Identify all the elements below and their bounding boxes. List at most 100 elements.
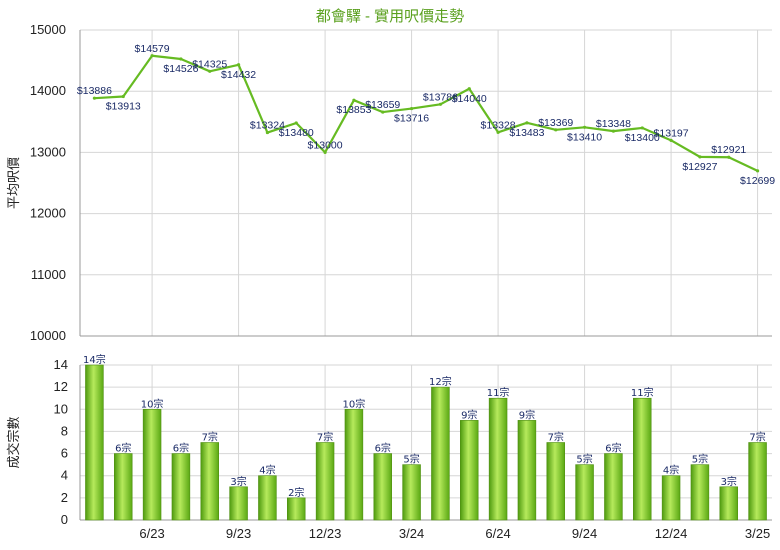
- count-bar: [171, 453, 191, 521]
- price-point: [265, 130, 270, 135]
- count-bar: [402, 464, 421, 521]
- price-point: [150, 54, 154, 58]
- count-data-label: 11宗: [487, 386, 510, 399]
- count-bar: [142, 408, 162, 521]
- price-y-axis-title: 平均呎價: [7, 157, 22, 209]
- price-data-label: $13480: [279, 127, 314, 139]
- price-point: [525, 121, 529, 125]
- count-y-tick-label: 14: [54, 357, 68, 372]
- count-data-label: 14宗: [83, 353, 106, 366]
- price-data-label: $12921: [711, 144, 746, 156]
- count-y-tick-label: 12: [54, 379, 68, 394]
- count-bar: [661, 475, 681, 521]
- x-tick-label: 12/23: [309, 526, 342, 541]
- price-data-label: $13659: [365, 99, 400, 111]
- count-data-label: 9宗: [461, 408, 477, 421]
- count-bar: [344, 408, 364, 521]
- count-bar: [373, 453, 392, 521]
- count-data-label: 10宗: [343, 397, 366, 410]
- count-y-axis-title: 成交宗數: [6, 416, 22, 468]
- price-point: [669, 138, 673, 142]
- count-y-tick-label: 2: [61, 490, 68, 505]
- count-bar: [690, 464, 710, 521]
- count-bar: [258, 475, 277, 521]
- price-point: [294, 121, 298, 125]
- price-data-label: $14526: [163, 63, 198, 75]
- price-point: [323, 150, 327, 154]
- price-data-label: $13886: [77, 85, 112, 97]
- price-data-label: $13348: [596, 118, 631, 130]
- count-data-label: 12宗: [429, 375, 452, 388]
- price-data-label: $13400: [625, 132, 660, 144]
- count-data-label: 4宗: [663, 464, 679, 477]
- price-y-tick-label: 13000: [30, 144, 66, 159]
- count-bar: [229, 486, 248, 521]
- count-data-label: 5宗: [692, 453, 708, 466]
- x-tick-label: 9/23: [226, 526, 251, 541]
- count-bar: [604, 453, 623, 521]
- price-data-label: $13716: [394, 113, 429, 125]
- count-data-label: 3宗: [230, 475, 246, 488]
- price-point: [582, 125, 587, 129]
- price-point: [554, 128, 558, 132]
- count-bar: [575, 464, 594, 521]
- x-tick-label: 6/23: [139, 526, 164, 541]
- price-data-label: $14040: [452, 93, 487, 105]
- price-data-label: $14579: [135, 43, 170, 55]
- count-data-label: 3宗: [721, 475, 737, 488]
- price-point: [496, 130, 500, 134]
- price-point: [208, 69, 212, 73]
- price-data-label: $13410: [567, 131, 602, 143]
- count-data-label: 6宗: [115, 442, 131, 455]
- chart-title: 都會驛 - 實用呎價走勢: [315, 8, 465, 25]
- count-data-label: 4宗: [259, 464, 275, 477]
- count-data-label: 7宗: [749, 431, 765, 444]
- count-bar: [200, 442, 219, 521]
- price-point: [611, 129, 616, 133]
- price-data-label: $13483: [509, 127, 544, 139]
- price-point: [236, 63, 241, 67]
- price-point: [438, 102, 443, 106]
- count-bar: [460, 420, 479, 521]
- price-point: [381, 110, 385, 114]
- count-y-tick-label: 6: [61, 446, 68, 461]
- price-data-label: $14432: [221, 69, 256, 81]
- count-bar: [85, 364, 104, 521]
- count-y-tick-label: 8: [61, 423, 68, 438]
- count-data-label: 6宗: [173, 442, 189, 455]
- price-point: [640, 126, 644, 130]
- count-data-label: 7宗: [202, 431, 218, 444]
- count-data-label: 2宗: [288, 486, 304, 499]
- count-data-label: 5宗: [576, 453, 592, 466]
- price-series-line: [94, 54, 759, 172]
- price-data-label: $13913: [106, 101, 141, 113]
- count-bar: [315, 442, 335, 521]
- price-data-label: $13853: [336, 104, 371, 116]
- count-data-label: 6宗: [375, 442, 391, 455]
- count-bar: [517, 420, 537, 521]
- count-bar: [633, 397, 652, 521]
- price-y-tick-label: 12000: [30, 206, 66, 221]
- price-data-label: $12927: [682, 161, 717, 173]
- x-tick-label: 9/24: [572, 526, 597, 541]
- price-point: [352, 98, 356, 102]
- price-point: [755, 169, 760, 173]
- price-data-label: $13197: [654, 127, 689, 139]
- price-y-tick-label: 14000: [30, 83, 66, 98]
- price-data-label: $13000: [308, 139, 343, 151]
- count-y-tick-label: 0: [61, 512, 68, 527]
- price-data-label: $13324: [250, 120, 285, 132]
- count-data-label: 7宗: [548, 431, 564, 444]
- price-data-label: $13369: [538, 117, 573, 129]
- count-data-label: 5宗: [403, 453, 419, 466]
- price-data-label: $14325: [192, 58, 227, 70]
- count-bar: [488, 397, 508, 521]
- count-data-label: 7宗: [317, 431, 333, 444]
- count-data-label: 11宗: [631, 386, 654, 399]
- count-bar: [748, 442, 767, 521]
- count-bar: [719, 486, 738, 521]
- x-tick-label: 12/24: [655, 526, 688, 541]
- count-data-label: 10宗: [141, 397, 164, 410]
